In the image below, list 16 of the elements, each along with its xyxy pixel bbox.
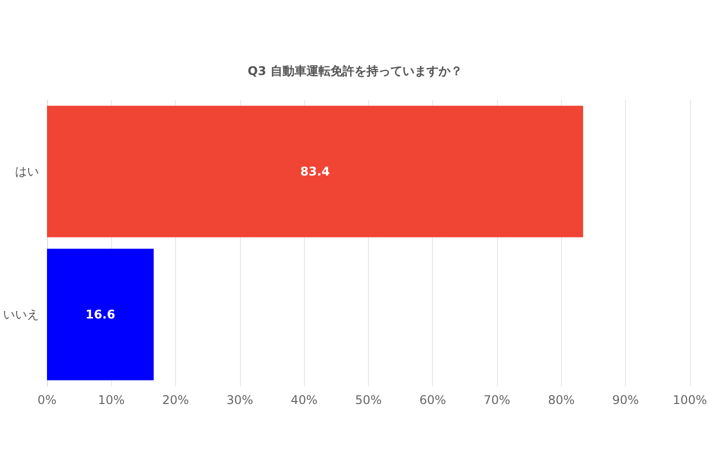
y-tick-label: いいえ [3, 308, 39, 322]
x-tick-label: 40% [290, 393, 318, 407]
data-label: 16.6 [86, 308, 116, 322]
chart-title: Q3 自動車運転免許を持っていますか？ [248, 64, 462, 78]
x-tick-label: 90% [612, 393, 639, 407]
x-tick-label: 10% [98, 393, 125, 407]
x-tick-label: 100% [672, 393, 708, 407]
x-tick-label: 20% [162, 393, 189, 407]
x-tick-label: 0% [37, 393, 57, 407]
x-tick-label: 60% [419, 393, 446, 407]
y-tick-label: はい [15, 164, 39, 178]
x-tick-label: 50% [355, 393, 382, 407]
data-label: 83.4 [300, 164, 330, 178]
x-tick-label: 80% [548, 393, 575, 407]
x-tick-label: 70% [484, 393, 510, 407]
x-tick-label: 30% [226, 393, 254, 407]
